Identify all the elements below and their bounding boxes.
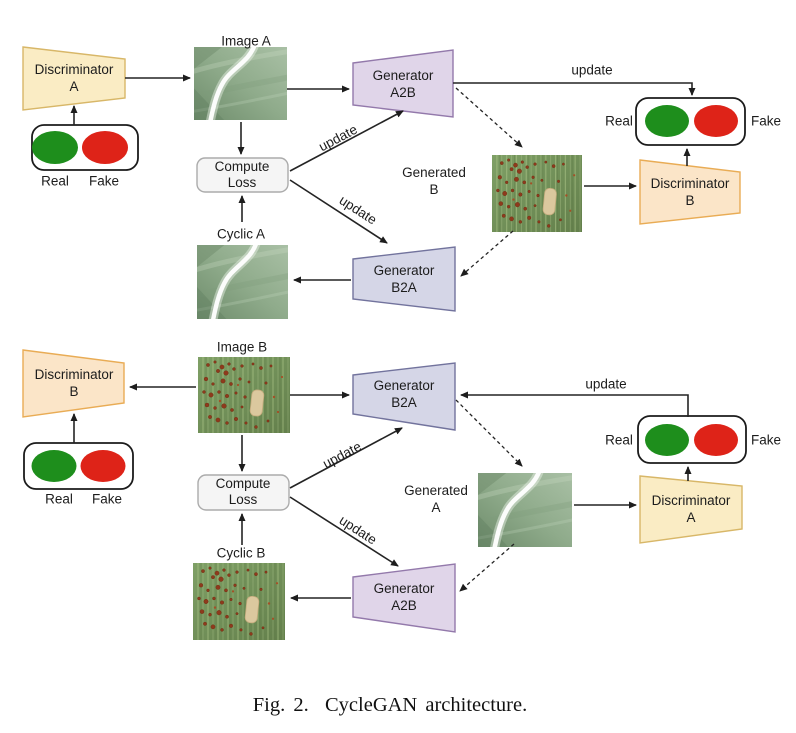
- fake-label: Fake: [91, 491, 123, 507]
- real-light-icon: [31, 450, 77, 482]
- dashed-gen-b2a-to-generated-a: [455, 399, 523, 467]
- fake-label: Fake: [750, 113, 782, 129]
- generator-b2a-top-label: Generator B2A: [373, 263, 435, 295]
- image-a-photo: [189, 44, 292, 123]
- update-label: update: [571, 62, 613, 78]
- discriminator-a-bottom-label: Discriminator A: [651, 493, 731, 525]
- image-a-label: Image A: [221, 33, 271, 49]
- arrow-update-loss-to-gen-b2a: [289, 427, 403, 489]
- fake-label: Fake: [750, 432, 782, 448]
- discriminator-b-bottom-label: Discriminator B: [34, 367, 114, 399]
- generator-b2a-bottom-shape: [352, 362, 456, 431]
- real-label: Real: [605, 113, 633, 129]
- dashed-gen-a2b-to-generated-b: [455, 87, 523, 148]
- fake-light-icon: [80, 450, 126, 482]
- dashed-generated-b-to-gen-b2a: [460, 230, 514, 277]
- discriminator-a-top-shape: [22, 46, 126, 111]
- real-light-icon: [32, 131, 78, 164]
- compute-loss-top-label: Compute Loss: [214, 159, 270, 190]
- generated-b-photo: [492, 155, 582, 232]
- generated-a-photo: [473, 470, 577, 550]
- discriminator-b-top-shape: [639, 159, 741, 225]
- arrow-update-loss-to-gen-b2a: [289, 179, 388, 244]
- fake-label: Fake: [88, 173, 120, 189]
- generator-b2a-top-shape: [352, 246, 456, 312]
- generator-a2b-top-shape: [352, 49, 454, 118]
- dashed-generated-a-to-gen-a2b: [459, 543, 515, 592]
- cyclic-a-photo: [192, 242, 293, 322]
- image-b-photo: [198, 357, 290, 433]
- discriminator-b-bottom-shape: [22, 349, 125, 418]
- cyclic-a-label: Cyclic A: [216, 226, 266, 242]
- real-light-icon: [645, 105, 689, 137]
- generated-a-label: Generated A: [404, 483, 468, 515]
- compute-loss-bottom-label: Compute Loss: [215, 476, 271, 507]
- discriminator-a-top-label: Discriminator A: [34, 62, 114, 94]
- real-label: Real: [605, 432, 633, 448]
- fake-light-icon: [694, 424, 738, 456]
- image-b-label: Image B: [216, 339, 268, 355]
- real-label: Real: [41, 173, 69, 189]
- arrow-update-loss-to-gen-a2b: [289, 496, 399, 567]
- generated-b-label: Generated B: [402, 165, 466, 197]
- arrow-update-output-to-gen-b2a: [460, 391, 689, 417]
- fake-light-icon: [82, 131, 128, 164]
- real-label: Real: [45, 491, 73, 507]
- generator-a2b-bottom-label: Generator A2B: [373, 581, 435, 613]
- cyclic-b-label: Cyclic B: [216, 545, 266, 561]
- compute-loss-bottom-box: [197, 474, 290, 511]
- compute-loss-top-box: [196, 157, 289, 193]
- top-cycle-arrows: [70, 74, 696, 284]
- cyclic-b-photo: [193, 563, 285, 640]
- arrow-update-gen-a2b-to-output: [453, 82, 696, 96]
- generator-a2b-bottom-shape: [352, 563, 456, 633]
- fake-light-icon: [694, 105, 738, 137]
- generator-b2a-bottom-label: Generator B2A: [373, 378, 435, 410]
- bottom-cycle-arrows: [70, 383, 692, 602]
- figure-caption: Fig. 2. CycleGAN architecture.: [252, 694, 528, 716]
- generator-a2b-top-label: Generator A2B: [372, 68, 434, 100]
- discriminator-a-bottom-shape: [639, 475, 743, 544]
- real-light-icon: [645, 424, 689, 456]
- update-label: update: [585, 376, 627, 392]
- arrow-update-loss-to-gen-a2b: [289, 110, 404, 172]
- discriminator-b-top-label: Discriminator B: [650, 176, 730, 208]
